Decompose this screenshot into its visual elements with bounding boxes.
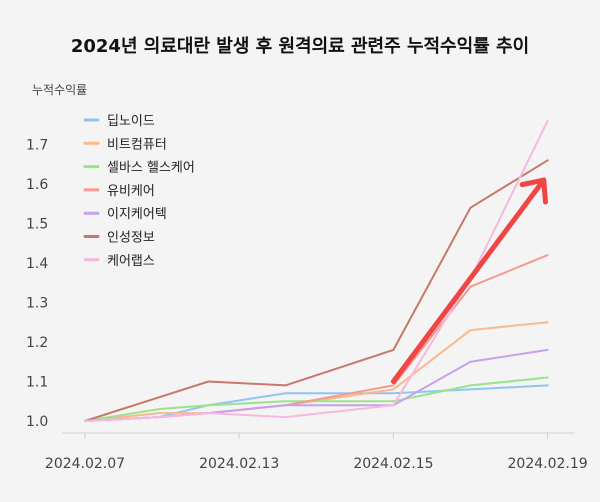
annotation-layer <box>390 177 548 384</box>
y-tick-label: 1.0 <box>26 414 48 430</box>
y-tick-label: 1.4 <box>26 256 48 272</box>
x-tick-label: 2024.02.19 <box>508 456 588 472</box>
y-tick-label: 1.5 <box>26 217 48 233</box>
legend-label: 인성정보 <box>107 231 155 246</box>
y-axis-ticks: 1.0 1.1 1.2 1.3 1.4 1.5 1.6 1.7 <box>26 138 48 431</box>
y-tick-label: 1.1 <box>26 375 48 391</box>
x-tick-label: 2024.02.07 <box>45 456 125 472</box>
y-tick-label: 1.7 <box>26 138 48 154</box>
legend-label: 비트컴퓨터 <box>107 137 167 152</box>
series-line-3 <box>84 254 549 422</box>
legend-label: 유비케어 <box>107 184 155 199</box>
y-tick-label: 1.2 <box>26 335 48 351</box>
x-tick-label: 2024.02.13 <box>199 456 279 472</box>
legend-label: 딥노이드 <box>107 114 155 129</box>
annotation-arrow-shaft <box>390 177 547 384</box>
y-tick-label: 1.3 <box>26 296 48 312</box>
legend-label: 셀바스 헬스케어 <box>107 161 195 176</box>
series-line-0 <box>84 384 549 422</box>
series-line-2 <box>84 376 549 422</box>
annotation-arrow-head <box>541 177 548 205</box>
x-axis: 2024.02.07 2024.02.13 2024.02.15 2024.02.19 <box>45 432 588 472</box>
y-tick-label: 1.6 <box>26 177 48 193</box>
chart-title: 2024년 의료대란 발생 후 원격의료 관련주 누적수익률 추이 <box>71 36 529 57</box>
series-line-5 <box>84 159 549 422</box>
legend-label: 케어랩스 <box>107 254 155 269</box>
x-tick-label: 2024.02.15 <box>353 456 433 472</box>
y-axis-label: 누적수익률 <box>32 83 87 97</box>
legend-label: 이지케어텍 <box>107 207 167 222</box>
annotation-arrow-head <box>519 177 547 188</box>
